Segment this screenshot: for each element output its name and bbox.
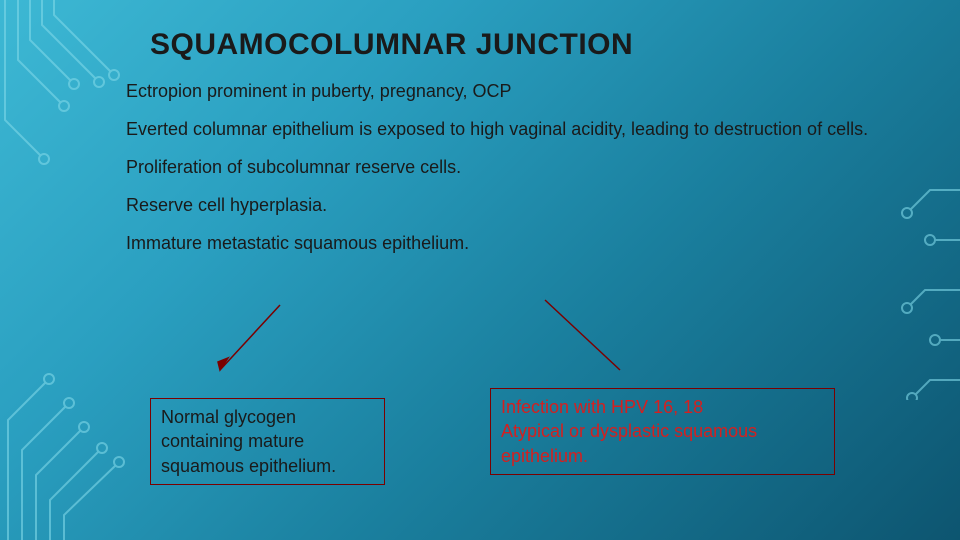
- box-line: containing mature: [161, 429, 374, 453]
- outcome-box-infection: Infection with HPV 16, 18 Atypical or dy…: [490, 388, 835, 475]
- box-line: Atypical or dysplastic squamous: [501, 419, 824, 443]
- box-line: Infection with HPV 16, 18: [501, 395, 824, 419]
- box-line: squamous epithelium.: [161, 454, 374, 478]
- box-line: epithelium.: [501, 444, 824, 468]
- box-line: Normal glycogen: [161, 405, 374, 429]
- outcome-box-normal: Normal glycogen containing mature squamo…: [150, 398, 385, 485]
